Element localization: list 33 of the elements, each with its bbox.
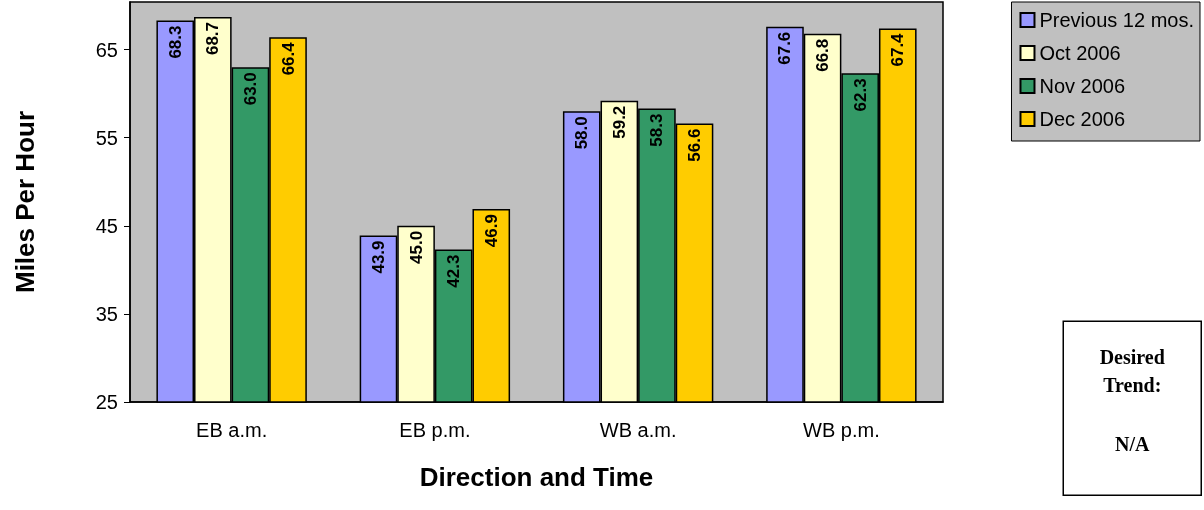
- y-tick-label: 35: [95, 302, 118, 325]
- data-label: 58.3: [647, 113, 667, 147]
- data-label: 58.0: [572, 116, 592, 150]
- data-label: 63.0: [240, 72, 260, 106]
- data-label: 68.3: [165, 25, 185, 59]
- data-label: 67.6: [775, 31, 795, 65]
- legend-label: Dec 2006: [1039, 108, 1126, 130]
- y-tick-label: 65: [95, 38, 118, 61]
- data-label: 46.9: [481, 214, 501, 248]
- legend-label: Oct 2006: [1039, 42, 1121, 64]
- data-label: 45.0: [406, 230, 426, 264]
- data-label: 66.4: [278, 41, 298, 76]
- y-tick-label: 45: [95, 214, 118, 237]
- x-tick-label: WB p.m.: [803, 419, 880, 441]
- x-tick-label: EB p.m.: [399, 419, 471, 441]
- x-axis-title: Direction and Time: [419, 462, 654, 492]
- text: Desired Trend:: [1099, 346, 1165, 397]
- x-tick-label: EB a.m.: [196, 419, 268, 441]
- data-label: 62.3: [850, 78, 870, 112]
- data-label: 66.8: [813, 38, 833, 72]
- y-tick-label: 25: [95, 391, 118, 413]
- legend-label: Previous 12 mos.: [1039, 9, 1194, 31]
- data-label: 56.6: [685, 128, 705, 162]
- data-label: 59.2: [609, 105, 629, 139]
- y-axis-title: Miles Per Hour: [10, 110, 40, 294]
- text: N/A: [1115, 433, 1151, 456]
- data-label: 42.3: [444, 254, 464, 288]
- y-tick-label: 55: [95, 126, 118, 149]
- x-tick-label: WB a.m.: [599, 419, 677, 441]
- data-label: 43.9: [368, 240, 388, 274]
- data-label: 68.7: [203, 21, 223, 56]
- legend-label: Nov 2006: [1039, 75, 1126, 97]
- data-label: 67.4: [888, 32, 908, 67]
